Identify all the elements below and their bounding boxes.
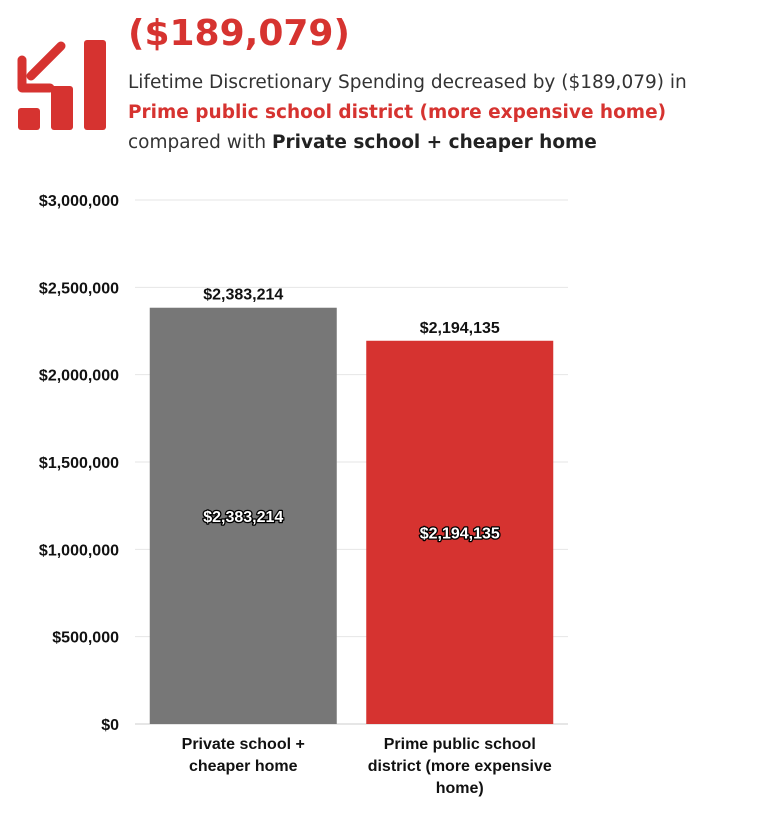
bar (366, 340, 554, 724)
x-category-label-line: district (more expensive (368, 758, 552, 775)
bar (149, 307, 337, 724)
y-tick-label: $1,500,000 (39, 455, 119, 472)
summary-highlight: Prime public school district (more expen… (128, 102, 667, 123)
y-tick-label: $2,500,000 (39, 280, 119, 297)
bar-inner-value-label: $2,383,214 (203, 509, 283, 526)
x-category-label-line: home) (436, 780, 484, 797)
x-axis: Private school + cheaper home Prime public… (182, 736, 552, 797)
x-category-label: Prime public school district (more expens… (368, 736, 552, 797)
bars: $2,383,214 $2,383,214 $2,194,135 $2,194,135 (149, 287, 554, 724)
x-category-label-line: cheaper home (189, 758, 298, 775)
y-tick-label: $1,000,000 (39, 542, 119, 559)
summary-prefix: Lifetime Discretionary Spending decrease… (128, 72, 687, 93)
y-tick-label: $0 (101, 717, 119, 734)
x-category-label-line: Private school + (182, 736, 305, 753)
summary-middle: compared with (128, 132, 272, 153)
bar-value-label: $2,194,135 (420, 320, 500, 337)
y-tick-label: $3,000,000 (39, 193, 119, 210)
x-category-label-line: Prime public school (384, 736, 536, 753)
summary-text: Lifetime Discretionary Spending decrease… (128, 68, 753, 158)
y-tick-label: $500,000 (52, 630, 119, 647)
bar-value-label: $2,383,214 (203, 287, 283, 304)
bar-inner-value-label: $2,194,135 (420, 525, 500, 542)
summary-header: ($189,079) Lifetime Discretionary Spendi… (0, 0, 761, 170)
chart-decrease-arrow-icon (17, 40, 106, 130)
y-axis: $0 $500,000 $1,000,000 $1,500,000 $2,000,000… (39, 193, 119, 734)
x-category-label: Private school + cheaper home (182, 736, 305, 775)
bar-chart: $0 $500,000 $1,000,000 $1,500,000 $2,000,000… (39, 193, 568, 797)
headline-amount: ($189,079) (128, 13, 350, 54)
summary-compare: Private school + cheaper home (271, 132, 597, 153)
y-tick-label: $2,000,000 (39, 368, 119, 385)
